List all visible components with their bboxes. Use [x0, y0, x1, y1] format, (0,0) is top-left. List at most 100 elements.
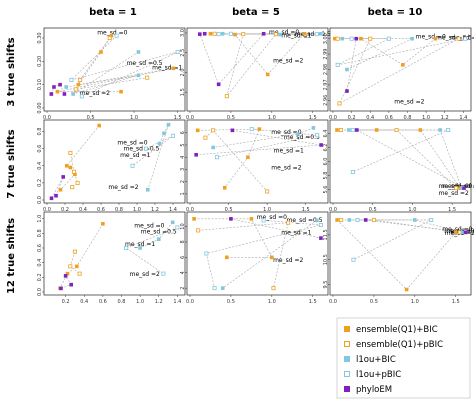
point-ensemble_pbic: [335, 36, 340, 41]
point-l1ou_bic: [311, 126, 316, 130]
x-tick-label: 1.5: [174, 115, 182, 121]
point-l1ou_bic: [345, 67, 349, 72]
point-l1ou_bic: [319, 31, 323, 36]
point-l1ou_pbic: [261, 218, 266, 223]
point-phyloem: [261, 31, 266, 36]
x-tick-label: 0.8: [118, 299, 126, 305]
point-ensemble_pbic: [271, 286, 276, 291]
point-l1ou_pbic: [249, 127, 254, 132]
point-l1ou_pbic: [386, 36, 391, 41]
panel-frame: [186, 211, 329, 296]
y-tick-label: 3.00: [323, 33, 329, 44]
point-phyloem: [198, 32, 202, 36]
point-phyloem: [354, 36, 359, 41]
point-l1ou_bic: [64, 85, 68, 89]
point-phyloem: [59, 286, 63, 291]
column-title-beta-1: beta = 1: [89, 7, 137, 18]
point-ensemble_bic: [225, 255, 229, 260]
point-ensemble_bic: [171, 66, 176, 71]
panel-annotation: me_sd =2: [394, 98, 424, 105]
connector-l1ou_pbic: [70, 35, 178, 97]
panel-annotation: me_sd =2: [130, 271, 160, 278]
panel-annotation: me_sd =0.5: [287, 217, 323, 224]
panel-frame: [43, 211, 186, 296]
point-l1ou_bic: [211, 145, 215, 150]
x-tick-label: 1.4: [173, 299, 181, 305]
x-tick-label: 1.0: [136, 299, 144, 305]
legend-label-l1ou-pbic: l1ou+pBIC: [356, 370, 401, 380]
point-l1ou_bic: [136, 73, 141, 78]
connector-l1ou_pbic: [125, 227, 178, 274]
point-ensemble_bic: [65, 271, 70, 276]
point-ensemble_bic: [374, 128, 379, 132]
point-phyloem: [61, 175, 65, 179]
panel-annotation: me_sd =0: [439, 183, 469, 190]
y-tick-label: 0.10: [37, 79, 43, 90]
point-phyloem: [49, 92, 54, 96]
connector-ensemble_bic: [334, 38, 436, 66]
point-l1ou_bic: [156, 237, 161, 241]
y-tick-label: 6: [180, 131, 186, 134]
point-l1ou_pbic: [130, 163, 135, 168]
point-phyloem: [194, 152, 198, 157]
point-l1ou_bic: [220, 286, 225, 290]
point-l1ou_pbic: [335, 62, 340, 67]
panel-annotation: me_sd =0.5: [436, 34, 472, 41]
y-tick-label: 0.0: [37, 196, 43, 204]
x-tick-label: 0.4: [366, 115, 374, 121]
point-phyloem: [319, 143, 323, 147]
connector-phyloem: [199, 33, 264, 85]
point-l1ou_bic: [162, 131, 166, 136]
y-tick-label: 0.4: [37, 162, 43, 170]
point-ensemble_bic: [55, 89, 60, 94]
panel-annotation: me_sd =0: [257, 214, 287, 221]
point-phyloem: [54, 193, 58, 198]
point-phyloem: [319, 236, 323, 240]
panel-annotation: me_sd =0.5: [295, 31, 331, 38]
x-tick-label: 1.0: [130, 115, 138, 121]
x-tick-label: 1.0: [411, 299, 419, 305]
x-tick-label: 0.5: [227, 115, 235, 121]
point-l1ou_pbic: [204, 251, 209, 256]
connector-ensemble_pbic: [214, 33, 277, 97]
row-title-12-shifts: 12 true shifts: [6, 218, 17, 294]
point-l1ou_bic: [170, 220, 175, 225]
legend-item-phyloem: phyloEM: [344, 385, 392, 395]
point-ensemble_pbic: [107, 36, 112, 41]
point-ensemble_bic: [97, 123, 101, 128]
panel-1-2: 0.0 0.5 1.0 1.5 1.5 2.0 2.5 3.0 me_sd =0me_sd =0…: [180, 27, 331, 121]
legend-item-l1ou-bic: l1ou+BIC: [344, 355, 396, 365]
point-ensemble_bic: [73, 172, 77, 177]
x-tick-label: 0.2: [62, 299, 70, 305]
point-ensemble_pbic: [72, 169, 77, 174]
point-phyloem: [463, 230, 468, 235]
point-ensemble_bic: [418, 128, 423, 132]
point-ensemble_bic: [433, 36, 438, 41]
point-l1ou_bic: [138, 246, 142, 250]
point-ensemble_pbic: [339, 217, 344, 222]
point-ensemble_bic: [58, 187, 63, 192]
point-ensemble_bic: [246, 155, 250, 160]
point-phyloem: [345, 89, 349, 93]
point-l1ou_pbic: [314, 32, 319, 37]
panel-annotation: me_sd =2: [271, 164, 301, 171]
x-tick-label: 1.0: [408, 207, 416, 213]
x-tick-label: 0.6: [385, 115, 393, 121]
point-ensemble_pbic: [196, 228, 201, 233]
point-ensemble_bic: [192, 217, 196, 221]
point-l1ou_pbic: [175, 225, 180, 230]
connector-phyloem: [196, 130, 322, 156]
y-tick-label: 0.8: [37, 229, 43, 237]
point-l1ou_pbic: [161, 271, 166, 276]
point-ensemble_pbic: [77, 271, 82, 276]
panel-grid: 0.0 0.5 1.0 1.50.000.100.200.30 me_sd =0me_s…: [37, 27, 474, 305]
y-tick-label: 0.2: [37, 273, 43, 281]
y-tick-label: 0.8: [37, 128, 43, 136]
x-tick-label: 1.5: [309, 299, 317, 305]
panel-annotation: me_sd =1: [450, 34, 474, 41]
point-l1ou_pbic: [216, 32, 221, 37]
y-tick-label: 6: [180, 256, 186, 259]
point-l1ou_pbic: [69, 78, 74, 83]
x-tick-label: 1.5: [309, 115, 317, 121]
point-ensemble_bic: [453, 230, 458, 235]
